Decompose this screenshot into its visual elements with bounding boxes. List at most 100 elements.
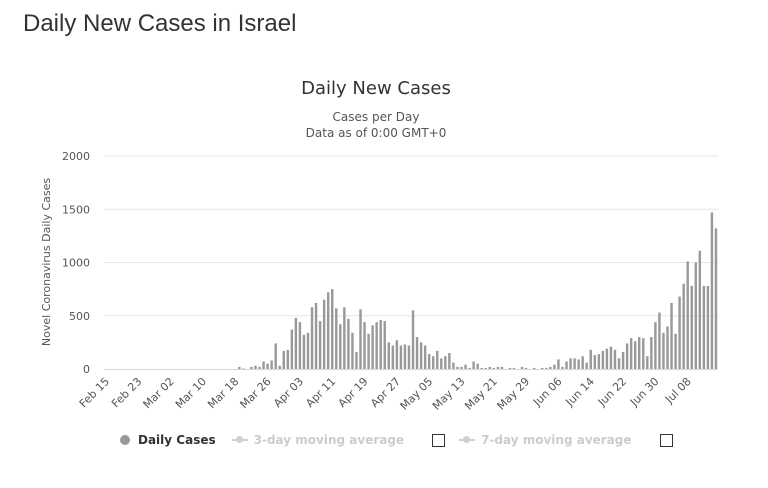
bar[interactable] <box>561 366 564 369</box>
bar[interactable] <box>314 302 318 369</box>
bar[interactable] <box>541 367 544 369</box>
bar[interactable] <box>524 367 528 369</box>
bar[interactable] <box>436 350 439 369</box>
bar[interactable] <box>250 366 253 369</box>
bar[interactable] <box>254 365 257 369</box>
bar[interactable] <box>383 321 386 369</box>
bar[interactable] <box>282 350 285 369</box>
bar[interactable] <box>698 250 702 369</box>
bar[interactable] <box>581 356 584 369</box>
bar[interactable] <box>371 325 374 369</box>
bar[interactable] <box>557 359 560 369</box>
bar[interactable] <box>302 334 306 369</box>
bar[interactable] <box>565 361 568 369</box>
bar[interactable] <box>702 285 706 369</box>
bar[interactable] <box>339 324 342 369</box>
bar[interactable] <box>694 262 697 370</box>
bar[interactable] <box>415 337 419 369</box>
bar[interactable] <box>549 366 552 369</box>
bar[interactable] <box>286 349 289 369</box>
bar[interactable] <box>411 310 415 369</box>
bar[interactable] <box>553 364 556 369</box>
bar[interactable] <box>403 344 407 370</box>
legend-item-daily-cases[interactable]: Daily Cases <box>120 433 216 447</box>
bar[interactable] <box>638 337 641 369</box>
bar[interactable] <box>351 332 354 369</box>
bar[interactable] <box>258 366 261 369</box>
bar[interactable] <box>613 349 617 369</box>
bar[interactable] <box>407 345 411 369</box>
bar[interactable] <box>512 367 516 369</box>
bar[interactable] <box>585 362 588 369</box>
bar[interactable] <box>476 363 479 369</box>
bar[interactable] <box>662 332 665 369</box>
bar[interactable] <box>605 348 609 369</box>
bar[interactable] <box>399 345 403 369</box>
bar[interactable] <box>500 366 504 369</box>
bar[interactable] <box>629 338 633 369</box>
bar[interactable] <box>460 366 463 369</box>
bar[interactable] <box>642 338 645 369</box>
bar[interactable] <box>391 345 395 369</box>
bar[interactable] <box>274 343 277 369</box>
bar[interactable] <box>326 292 330 369</box>
bar[interactable] <box>714 228 718 369</box>
bar[interactable] <box>601 350 605 369</box>
bar[interactable] <box>617 358 621 369</box>
bar[interactable] <box>318 321 322 369</box>
bar[interactable] <box>419 342 423 370</box>
bar[interactable] <box>686 261 689 369</box>
bar[interactable] <box>290 329 294 369</box>
bar[interactable] <box>278 365 281 369</box>
legend-item-7day-average[interactable]: 7-day moving average <box>459 433 632 447</box>
bar[interactable] <box>488 366 491 369</box>
bar[interactable] <box>573 358 576 369</box>
bar[interactable] <box>464 364 467 369</box>
bar[interactable] <box>298 322 302 369</box>
bar[interactable] <box>432 356 435 369</box>
bar[interactable] <box>666 326 669 369</box>
bar[interactable] <box>448 353 451 369</box>
bar[interactable] <box>589 349 592 369</box>
bar[interactable] <box>472 361 475 369</box>
bar[interactable] <box>593 355 596 369</box>
bar[interactable] <box>306 332 310 369</box>
bar[interactable] <box>654 322 657 369</box>
bar[interactable] <box>496 366 500 369</box>
bar[interactable] <box>387 342 390 370</box>
bar[interactable] <box>262 361 265 369</box>
bar[interactable] <box>266 363 269 369</box>
bars-series[interactable] <box>238 212 718 370</box>
bar[interactable] <box>650 337 653 369</box>
bar[interactable] <box>375 322 378 369</box>
bar[interactable] <box>545 367 548 369</box>
bar[interactable] <box>423 345 427 369</box>
bar[interactable] <box>452 362 455 369</box>
bar[interactable] <box>674 333 677 369</box>
bar[interactable] <box>456 366 459 369</box>
bar[interactable] <box>395 340 399 369</box>
bar[interactable] <box>706 285 710 369</box>
bar[interactable] <box>646 356 649 369</box>
bar[interactable] <box>597 354 601 369</box>
bar[interactable] <box>444 356 447 369</box>
bar[interactable] <box>532 367 536 369</box>
bar[interactable] <box>492 367 496 369</box>
bar[interactable] <box>690 285 693 369</box>
bar[interactable] <box>347 318 350 369</box>
bar[interactable] <box>625 343 629 369</box>
bar[interactable] <box>379 320 382 369</box>
bar[interactable] <box>294 317 298 369</box>
bar[interactable] <box>335 308 338 369</box>
bar[interactable] <box>367 333 370 369</box>
bar[interactable] <box>520 366 524 369</box>
bar[interactable] <box>508 367 512 369</box>
bar[interactable] <box>480 367 483 369</box>
bar[interactable] <box>242 368 245 369</box>
bar[interactable] <box>355 351 358 369</box>
bar[interactable] <box>270 360 273 369</box>
bar[interactable] <box>621 351 625 369</box>
bar[interactable] <box>468 367 471 369</box>
bar[interactable] <box>670 302 673 369</box>
bar[interactable] <box>427 354 431 369</box>
